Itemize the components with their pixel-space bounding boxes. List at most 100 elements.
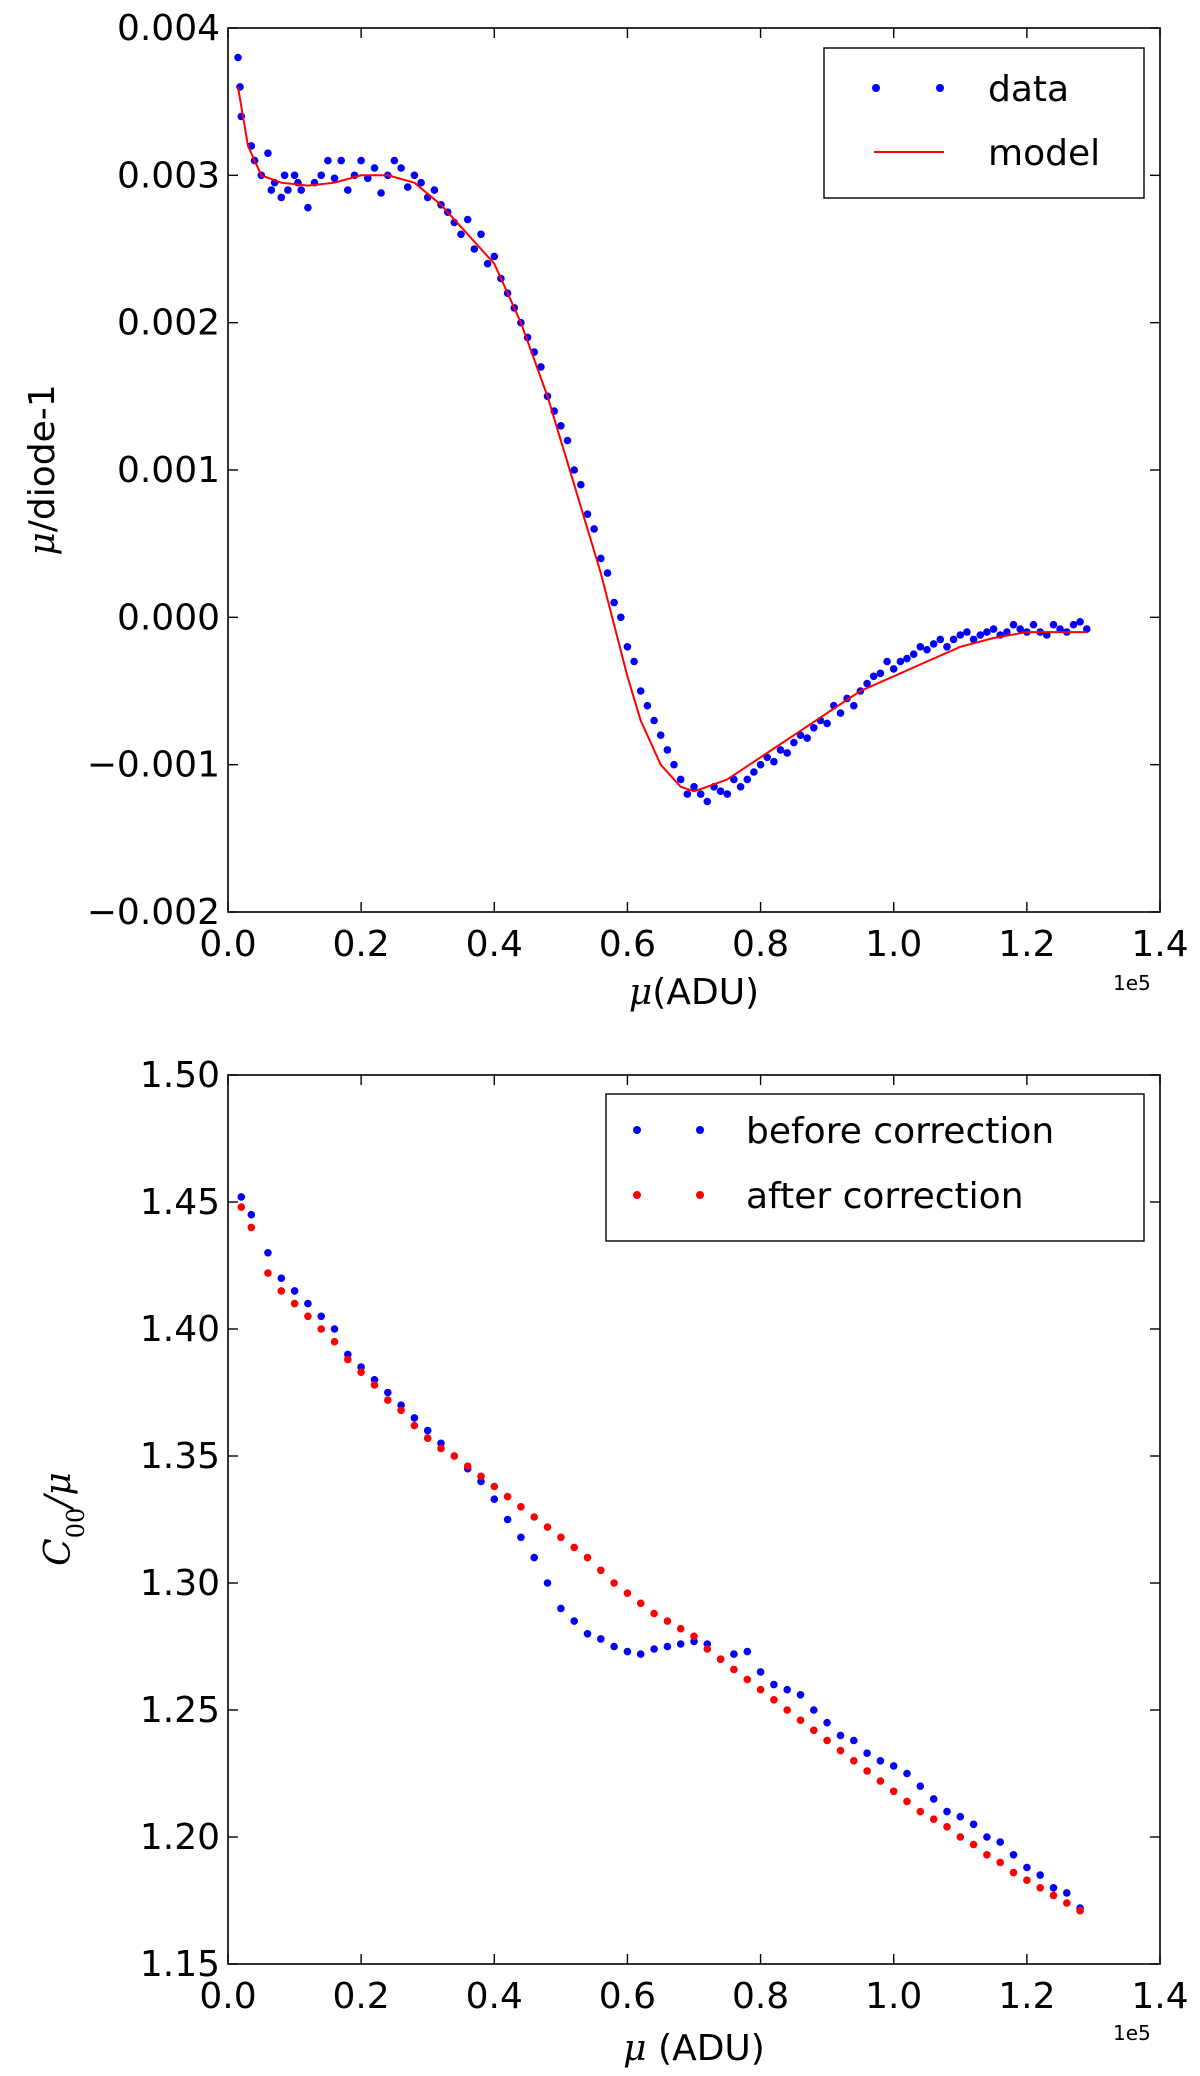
bottom-series-after-correction-point <box>344 1355 352 1364</box>
top-series-data-point <box>703 797 712 806</box>
top-x-tick-label: 1.0 <box>865 924 922 965</box>
bottom-series-after-correction-point <box>384 1396 392 1404</box>
bottom-series-after-correction-point <box>716 1655 725 1663</box>
top-series-data-point <box>670 760 678 769</box>
top-x-axis-label-symbol: μ <box>629 972 652 1013</box>
bottom-y-tick-label: 1.30 <box>140 1563 220 1604</box>
bottom-series-before-correction-point <box>247 1210 256 1219</box>
bottom-series-after-correction-point <box>437 1444 445 1453</box>
top-legend: data model <box>823 47 1145 199</box>
top-series-data-point <box>650 716 658 725</box>
top-series-data-point <box>603 569 612 577</box>
top-series-data-point <box>743 775 752 784</box>
top-series-data-point <box>643 701 652 710</box>
top-series-data-point <box>623 643 632 651</box>
top-series-data-point <box>636 687 645 695</box>
bottom-series-before-correction-point <box>756 1668 765 1676</box>
bottom-series-after-correction-point <box>237 1203 246 1211</box>
bottom-y-tick-label: 1.25 <box>140 1690 220 1731</box>
top-series-data-point <box>457 230 465 239</box>
bottom-series-before-correction-point <box>1049 1884 1058 1892</box>
bottom-series-after-correction-point <box>610 1579 618 1587</box>
top-y-tick-label: −0.002 <box>87 892 220 933</box>
top-series-data-point <box>903 654 911 663</box>
top-series-data-point <box>280 171 289 180</box>
top-series-data-point <box>470 245 479 253</box>
bottom-series-before-correction-point <box>730 1650 738 1658</box>
bottom-chart: 0.0 0.2 0.4 0.6 0.8 1.0 1.2 1.4 1.50 1.4… <box>38 1055 1189 2069</box>
top-x-tick-label: 1.2 <box>998 924 1055 965</box>
bottom-series-before-correction-point <box>916 1782 925 1790</box>
top-series-data-point <box>403 183 412 191</box>
bottom-series-before-correction-point <box>503 1515 512 1524</box>
top-series-data-point <box>876 669 885 678</box>
bottom-series-before-correction-point <box>650 1645 658 1653</box>
bottom-legend-after-marker <box>633 1191 641 1199</box>
bottom-series-after-correction-point <box>956 1833 965 1841</box>
bottom-series-after-correction-point <box>597 1566 605 1575</box>
top-series-data-point <box>836 709 845 717</box>
bottom-y-axis-label-sub: 00 <box>62 1508 90 1539</box>
top-x-tick-label: 0.4 <box>466 924 523 965</box>
bottom-series-before-correction-point <box>956 1812 965 1821</box>
bottom-series-before-correction-point <box>330 1325 339 1333</box>
top-series-data-point <box>317 171 326 180</box>
bottom-x-tick-labels: 0.0 0.2 0.4 0.6 0.8 1.0 1.2 1.4 <box>199 1976 1188 2017</box>
top-series-data-point <box>483 259 492 268</box>
bottom-series-after-correction-point <box>1023 1876 1031 1884</box>
bottom-series-after-correction-point <box>850 1757 858 1765</box>
bottom-series-after-correction-point <box>1009 1868 1018 1877</box>
bottom-y-tick-label: 1.50 <box>140 1055 220 1096</box>
bottom-series-after-correction-point <box>1076 1906 1084 1915</box>
top-x-tick-label: 0.0 <box>199 924 256 965</box>
top-series-data-point <box>683 790 692 798</box>
bottom-series-after-correction-point <box>247 1223 256 1232</box>
bottom-series-after-correction-point <box>796 1716 805 1724</box>
bottom-series-after-correction-point <box>490 1482 499 1491</box>
top-y-axis-label-symbol: μ <box>22 532 63 555</box>
top-series-data-point <box>929 640 938 648</box>
top-series-data-point <box>736 783 745 791</box>
bottom-series-after-correction-point <box>543 1523 552 1531</box>
bottom-series-after-correction-point <box>264 1269 272 1277</box>
bottom-series-after-correction-point <box>450 1452 459 1460</box>
bottom-series-before-correction-point <box>384 1388 392 1397</box>
bottom-series-before-correction-point <box>929 1795 938 1803</box>
top-series-data-point <box>783 749 791 757</box>
top-series-data-point <box>790 738 798 747</box>
bottom-series-after-correction-point <box>889 1787 898 1796</box>
bottom-series-after-correction-point <box>370 1381 379 1389</box>
top-series-data-point <box>969 635 978 644</box>
bottom-series-after-correction-point <box>943 1823 951 1831</box>
bottom-series-after-correction-point <box>410 1421 419 1430</box>
bottom-series-before-correction-point <box>969 1820 978 1829</box>
top-x-axis-label-unit: (ADU) <box>652 972 759 1013</box>
bottom-series-before-correction-point <box>1063 1889 1071 1897</box>
top-series-data-point <box>277 193 286 202</box>
top-series-data-point <box>344 186 352 194</box>
bottom-legend-box <box>605 1093 1145 1242</box>
bottom-x-tick-label: 1.4 <box>1131 1976 1188 2017</box>
bottom-series-after-correction-point <box>903 1797 911 1806</box>
top-series-data-point <box>803 734 811 742</box>
bottom-legend-before-marker <box>633 1126 641 1134</box>
bottom-series-after-correction-point <box>810 1726 818 1735</box>
bottom-y-tick-label: 1.40 <box>140 1309 220 1350</box>
bottom-series-after-correction-point <box>304 1312 312 1321</box>
top-x-tick-label: 1.4 <box>1131 924 1188 965</box>
bottom-series-before-correction-point <box>317 1312 326 1321</box>
bottom-series-after-correction-point <box>916 1807 925 1816</box>
bottom-series-before-correction-point <box>743 1647 752 1656</box>
top-series-data-point <box>463 215 472 224</box>
top-series-data-point <box>557 422 565 430</box>
top-series-data-point <box>477 230 485 239</box>
bottom-series-before-correction-point <box>423 1426 432 1435</box>
top-series-data-point <box>304 203 312 212</box>
top-series-data-point <box>397 164 405 172</box>
top-series-data-point <box>823 719 831 728</box>
bottom-series-after-correction-point <box>983 1851 991 1859</box>
top-series-data-point <box>1076 618 1084 626</box>
bottom-series-after-correction-point <box>570 1543 578 1552</box>
bottom-series-before-correction-point <box>1023 1863 1031 1872</box>
top-series-data-point <box>284 186 292 194</box>
